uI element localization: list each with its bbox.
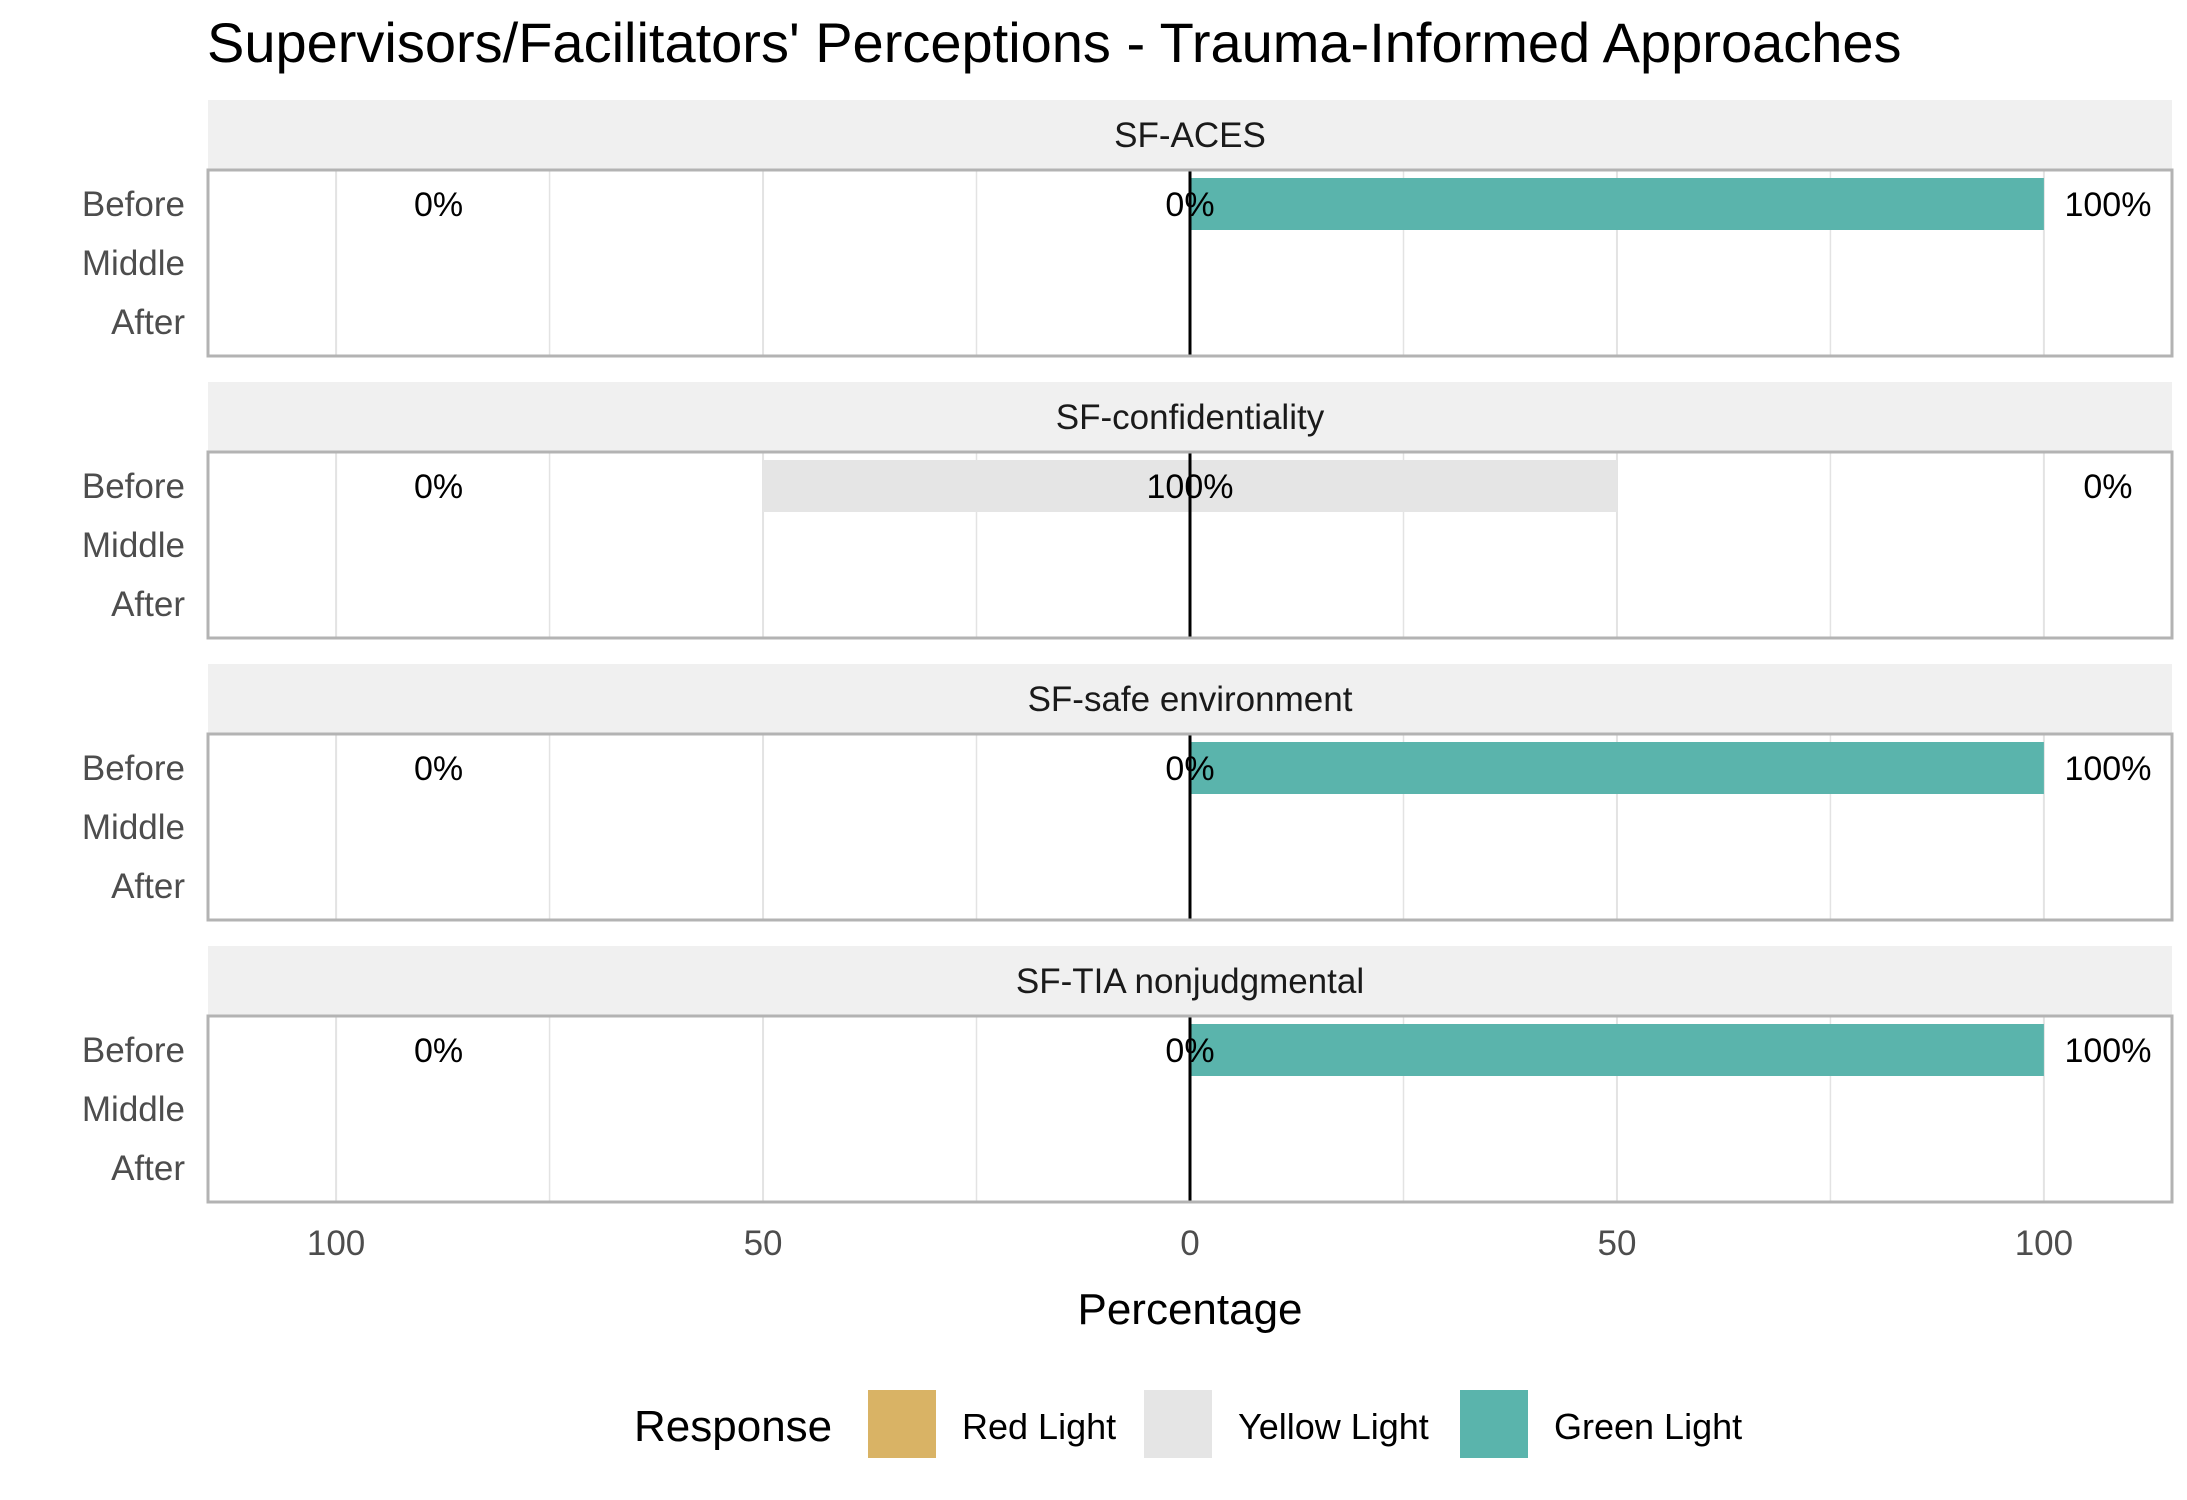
data-label-left: 0% [414,1032,463,1070]
x-tick-label: 50 [744,1224,783,1263]
x-tick-label: 50 [1597,1224,1636,1263]
x-tick-label: 100 [307,1224,365,1263]
data-label-left: 0% [414,468,463,506]
category-label: Before [82,1031,185,1070]
data-label-right: 100% [2064,186,2151,224]
legend-label: Green Light [1554,1406,1742,1447]
legend-key [868,1390,936,1458]
data-label-right: 0% [2083,468,2132,506]
category-label: After [111,1149,185,1188]
x-axis: 100 50 0 50 100 [307,1224,2073,1263]
data-label-right: 100% [2064,750,2151,788]
panel-border [206,1014,2174,1204]
category-label: Before [82,467,185,506]
facet-strip [208,382,2172,452]
bar-green-light [1190,178,2044,230]
facet-strip-label: SF-TIA nonjudgmental [1016,962,1364,1001]
x-tick-label: 0 [1180,1224,1199,1263]
legend-key [1460,1390,1528,1458]
facet-strip-label: SF-ACES [1114,116,1266,155]
panel-border [206,732,2174,922]
legend-key [1144,1390,1212,1458]
bar-green-light [1190,1024,2044,1076]
facet-strip-label: SF-confidentiality [1056,398,1325,437]
facet-panels: SF-ACES Before 0% 0% 100% Middle After SF-confi… [82,100,2174,1204]
category-label: Middle [82,526,185,565]
category-label: Before [82,749,185,788]
legend-label: Yellow Light [1238,1406,1429,1447]
x-tick-label: 100 [2015,1224,2073,1263]
facet-strip [208,946,2172,1016]
panel-border [206,168,2174,358]
facet-strip [208,100,2172,170]
legend-label: Red Light [962,1406,1116,1447]
chart-title: Supervisors/Facilitators' Perceptions - … [207,11,1902,74]
category-label: Middle [82,244,185,283]
data-label-left: 0% [414,750,463,788]
panel-border [206,450,2174,640]
category-label: Middle [82,1090,185,1129]
bar-green-light [1190,742,2044,794]
legend-title: Response [634,1402,832,1451]
category-label: After [111,303,185,342]
data-label-left: 0% [414,186,463,224]
category-label: Before [82,185,185,224]
data-label-right: 100% [2064,1032,2151,1070]
legend: Response Red Light Yellow Light Green Light [634,1390,1742,1458]
x-axis-title: Percentage [1077,1285,1302,1334]
facet-strip-label: SF-safe environment [1028,680,1353,719]
category-label: Middle [82,808,185,847]
category-label: After [111,867,185,906]
facet-strip [208,664,2172,734]
category-label: After [111,585,185,624]
